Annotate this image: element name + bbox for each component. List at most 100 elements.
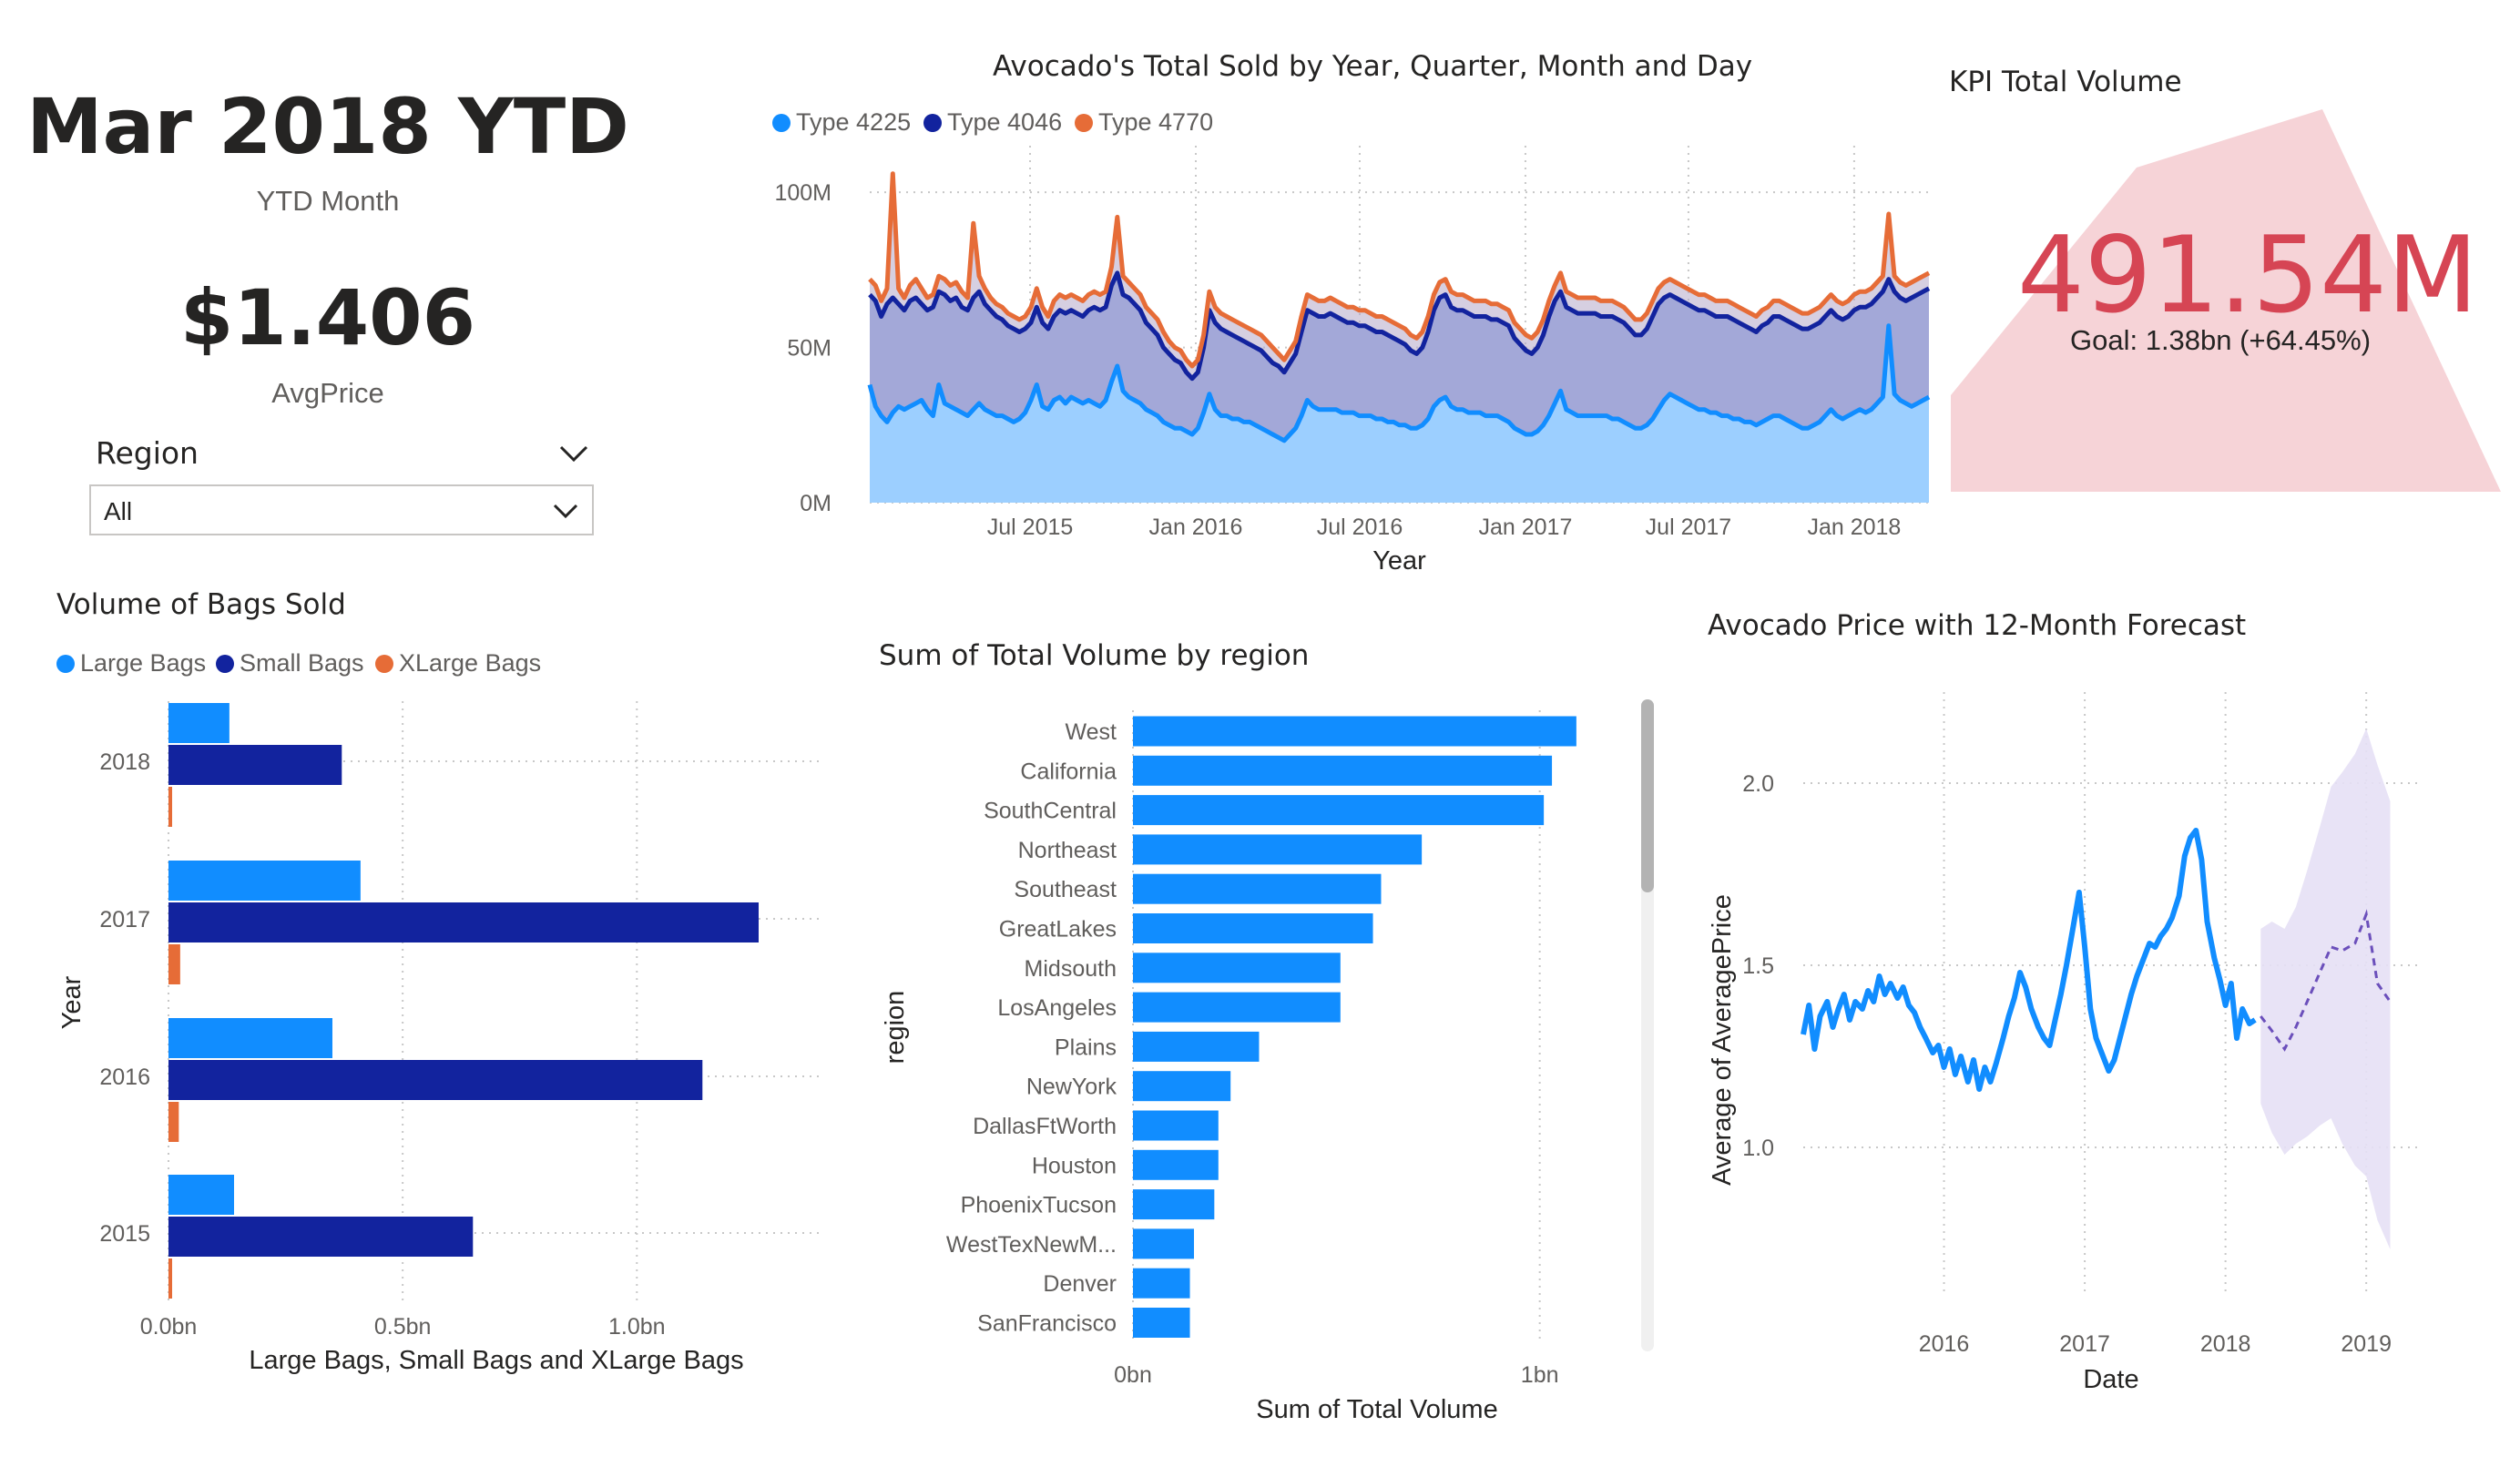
y-tick-label: 1.5 [1742, 953, 1774, 979]
y-tick-label: 0M [800, 491, 831, 516]
x-tick-label: Jan 2018 [1807, 515, 1901, 540]
x-tick-label: Jul 2017 [1646, 515, 1732, 540]
price-forecast-line [2260, 909, 2392, 1052]
y-tick-label: SanFrancisco [977, 1311, 1117, 1337]
y-tick-label: Houston [1032, 1153, 1117, 1178]
kpi-value: 491.54M [2017, 214, 2478, 337]
bar-xlarge-bags [168, 1102, 179, 1142]
line-type-4770 [868, 171, 1931, 369]
legend-item-type-4770[interactable]: Type 4770 [1075, 108, 1213, 137]
bar-region [1133, 1149, 1219, 1180]
bar-region [1133, 1228, 1194, 1259]
y-tick-label: 2.0 [1742, 771, 1774, 797]
bar-large-bags [168, 703, 230, 743]
x-axis-title: Date [2083, 1365, 2138, 1394]
legend-item-small-bags[interactable]: Small Bags [216, 649, 364, 678]
ytd-subtitle: YTD Month [256, 185, 400, 217]
price-history-line [1801, 828, 2257, 1092]
x-tick-label: 2019 [2341, 1331, 2392, 1357]
y-tick-label: WestTexNewM... [946, 1232, 1117, 1258]
x-tick-label: 2016 [1919, 1331, 1970, 1357]
total-sold-chart-title: Avocado's Total Sold by Year, Quarter, M… [993, 50, 1753, 83]
avg-price-label: AvgPrice [271, 377, 384, 409]
bar-region [1133, 1189, 1215, 1220]
line-type-4046 [868, 270, 1931, 382]
bar-region [1133, 992, 1341, 1023]
x-tick-label: 0.0bn [140, 1314, 198, 1340]
bar-region [1133, 873, 1382, 904]
legend-item-type-4046[interactable]: Type 4046 [923, 108, 1062, 137]
bar-region [1133, 1031, 1260, 1062]
y-axis-title: Year [57, 975, 87, 1029]
avg-price-value: $1.406 [179, 273, 476, 362]
bar-xlarge-bags [168, 1258, 172, 1299]
region-dropdown-value: All [104, 497, 133, 525]
region-chart-title: Sum of Total Volume by region [879, 639, 1310, 672]
y-tick-label: 2017 [99, 907, 150, 932]
legend-item-xlarge-bags[interactable]: XLarge Bags [375, 649, 541, 678]
bar-region [1133, 795, 1545, 826]
y-tick-label: Plains [1055, 1034, 1117, 1060]
bar-large-bags [168, 1018, 332, 1058]
legend-item-type-4225[interactable]: Type 4225 [772, 108, 911, 137]
bar-region [1133, 1071, 1231, 1102]
x-tick-label: 1bn [1521, 1362, 1559, 1388]
region-dropdown[interactable]: All [89, 484, 594, 535]
x-tick-label: Jul 2015 [987, 515, 1074, 540]
chevron-down-icon [553, 504, 578, 519]
y-axis-title: Average of AveragePrice [1708, 894, 1737, 1186]
y-tick-label: West [1066, 719, 1117, 745]
kpi-goal: Goal: 1.38bn (+64.45%) [2070, 324, 2372, 356]
y-tick-label: Midsouth [1025, 956, 1117, 982]
kpi-title: KPI Total Volume [1949, 66, 2182, 98]
slicer-collapse-chevron-icon[interactable] [557, 443, 590, 464]
y-axis-title: region [881, 991, 910, 1065]
x-tick-label: 0.5bn [374, 1314, 432, 1340]
y-tick-label: Southeast [1014, 877, 1117, 902]
bags-chart-title: Volume of Bags Sold [56, 588, 346, 621]
y-tick-label: 2015 [99, 1221, 150, 1247]
line-type-4225 [867, 323, 1931, 443]
ytd-title: Mar 2018 YTD [26, 82, 629, 171]
y-tick-label: 100M [774, 180, 831, 206]
forecast-chart-title: Avocado Price with 12-Month Forecast [1708, 609, 2247, 642]
y-tick-label: Denver [1043, 1271, 1117, 1297]
y-tick-label: PhoenixTucson [961, 1193, 1117, 1218]
bar-region [1133, 953, 1341, 983]
y-tick-label: DallasFtWorth [973, 1114, 1117, 1139]
bar-region [1133, 834, 1423, 865]
bar-large-bags [168, 861, 361, 901]
bar-xlarge-bags [168, 944, 180, 984]
bar-small-bags [168, 1217, 474, 1257]
kpi-alert-icon: ! [2418, 260, 2428, 287]
kpi-background-shape [1951, 109, 2501, 492]
x-tick-label: 0bn [1114, 1362, 1152, 1388]
bar-region [1133, 1268, 1190, 1299]
bar-region [1133, 755, 1553, 786]
bar-small-bags [168, 745, 342, 785]
x-axis-title: Year [1372, 546, 1426, 576]
region-slicer-title: Region [96, 435, 199, 471]
legend-item-large-bags[interactable]: Large Bags [56, 649, 206, 678]
scrollbar-thumb[interactable] [1641, 699, 1654, 892]
y-tick-label: California [1020, 759, 1117, 784]
x-tick-label: Jul 2016 [1317, 515, 1403, 540]
y-tick-label: 1.0 [1742, 1136, 1774, 1161]
x-tick-label: Jan 2016 [1149, 515, 1243, 540]
region-chart-scrollbar[interactable] [1641, 699, 1654, 1351]
y-tick-label: Northeast [1018, 838, 1117, 863]
y-tick-label: SouthCentral [984, 799, 1117, 824]
x-tick-label: 1.0bn [608, 1314, 666, 1340]
y-tick-label: 2016 [99, 1065, 150, 1090]
forecast-confidence-band [2260, 728, 2391, 1249]
y-tick-label: LosAngeles [997, 995, 1117, 1021]
x-axis-title: Sum of Total Volume [1256, 1395, 1497, 1424]
bar-region [1133, 913, 1373, 943]
bar-xlarge-bags [168, 787, 172, 827]
bar-small-bags [168, 902, 759, 942]
x-tick-label: 2018 [2200, 1331, 2251, 1357]
y-tick-label: NewYork [1026, 1075, 1117, 1100]
